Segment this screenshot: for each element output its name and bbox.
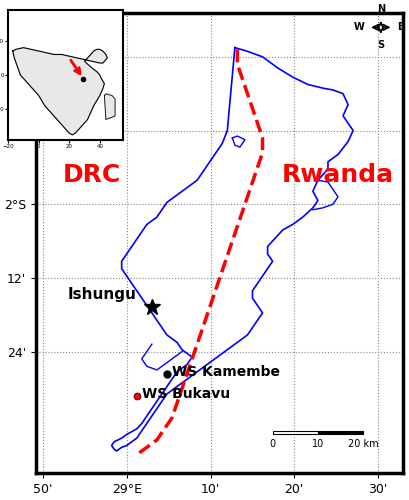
Text: DRC: DRC [62, 162, 121, 186]
Bar [318, 430, 363, 434]
Text: W: W [353, 22, 364, 32]
Polygon shape [13, 48, 108, 135]
Text: S: S [377, 40, 384, 50]
Text: N: N [377, 4, 385, 15]
Text: Rwanda: Rwanda [282, 162, 394, 186]
Bar [273, 430, 318, 434]
Text: 20 km: 20 km [348, 439, 378, 449]
Text: E: E [398, 22, 404, 32]
Text: WS Kamembe: WS Kamembe [172, 365, 280, 379]
Text: 10: 10 [312, 439, 324, 449]
Text: WS Bukavu: WS Bukavu [142, 387, 230, 401]
Text: 0: 0 [270, 439, 276, 449]
Text: Ishungu: Ishungu [68, 287, 137, 302]
Polygon shape [104, 94, 115, 120]
